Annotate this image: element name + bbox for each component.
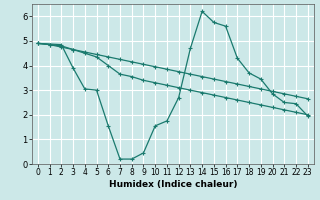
X-axis label: Humidex (Indice chaleur): Humidex (Indice chaleur) [108,180,237,189]
